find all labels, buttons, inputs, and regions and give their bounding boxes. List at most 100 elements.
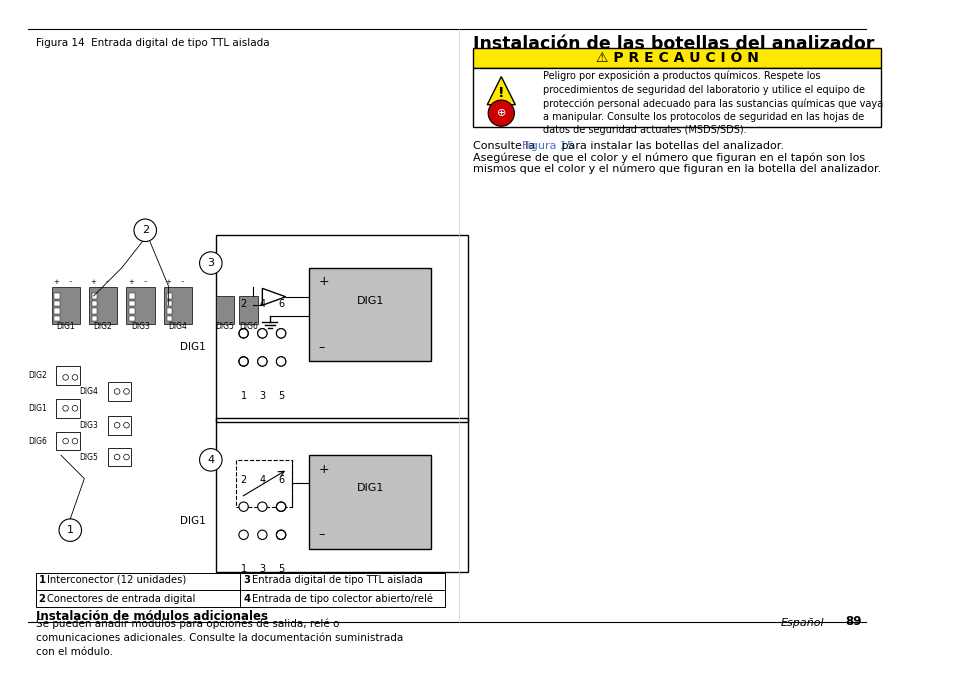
Text: Se pueden añadir módulos para opciones de salida, relé o
comunicaciones adiciona: Se pueden añadir módulos para opciones d… (35, 618, 402, 657)
Circle shape (257, 530, 267, 540)
Text: DIG2: DIG2 (28, 371, 47, 380)
Text: 1: 1 (240, 564, 247, 574)
Circle shape (276, 530, 286, 540)
Bar (54, 308, 60, 314)
Bar (215, 296, 234, 324)
Text: Español: Español (781, 618, 823, 629)
Text: 2: 2 (240, 299, 247, 309)
Text: Conectores de entrada digital: Conectores de entrada digital (47, 594, 195, 604)
Bar (236, 460, 292, 507)
Bar (167, 316, 172, 321)
Circle shape (276, 328, 286, 338)
Bar (473, 68, 880, 127)
Text: Asegúrese de que el color y el número que figuran en el tapón son los: Asegúrese de que el color y el número qu… (473, 153, 864, 163)
Bar (54, 316, 60, 321)
Bar (130, 308, 134, 314)
Text: Figura 15: Figura 15 (521, 141, 573, 151)
Circle shape (257, 357, 267, 366)
Circle shape (199, 252, 222, 275)
Text: +: + (91, 279, 96, 285)
Text: 3: 3 (207, 258, 214, 268)
Text: DIG1: DIG1 (28, 404, 47, 413)
Bar (130, 316, 134, 321)
Text: para instalar las botellas del analizador.: para instalar las botellas del analizado… (558, 141, 783, 151)
Text: Peligro por exposición a productos químicos. Respete los
procedimientos de segur: Peligro por exposición a productos quími… (543, 71, 882, 135)
Text: DIG6: DIG6 (238, 322, 257, 330)
Text: mismos que el color y el número que figuran en la botella del analizador.: mismos que el color y el número que figu… (473, 164, 881, 174)
Text: –: – (318, 341, 324, 354)
Text: 5: 5 (277, 391, 284, 401)
Text: DIG3: DIG3 (79, 421, 98, 429)
Bar (309, 268, 431, 361)
Text: DIG4: DIG4 (169, 322, 187, 330)
Text: –: – (181, 279, 184, 285)
Bar (91, 308, 97, 314)
Bar (108, 448, 132, 466)
Bar (473, 48, 880, 68)
Text: DIG1: DIG1 (180, 343, 206, 353)
Text: 1: 1 (38, 575, 46, 585)
Text: Entrada de tipo colector abierto/relé: Entrada de tipo colector abierto/relé (252, 594, 432, 604)
Bar (167, 308, 172, 314)
Bar (238, 296, 257, 324)
Text: DIG1: DIG1 (356, 295, 383, 306)
Text: –: – (143, 279, 147, 285)
Text: 6: 6 (277, 475, 284, 485)
Bar (167, 293, 172, 299)
Text: –: – (106, 279, 110, 285)
Text: 2: 2 (38, 594, 45, 604)
Bar (89, 287, 117, 324)
Text: 4: 4 (259, 299, 265, 309)
Bar (56, 399, 79, 418)
Text: DIG1: DIG1 (356, 483, 383, 493)
Circle shape (276, 357, 286, 366)
Polygon shape (487, 77, 515, 105)
Text: +: + (318, 463, 329, 476)
Text: 4: 4 (259, 475, 265, 485)
Text: DIG6: DIG6 (28, 437, 47, 446)
Bar (51, 287, 79, 324)
Bar (167, 301, 172, 306)
Text: 4: 4 (243, 594, 250, 604)
Text: 1: 1 (67, 525, 73, 535)
Circle shape (133, 219, 156, 242)
Bar (91, 316, 97, 321)
Text: Instalación de módulos adicionales: Instalación de módulos adicionales (35, 610, 268, 623)
Text: DIG5: DIG5 (79, 452, 98, 462)
Bar (91, 293, 97, 299)
Text: 1: 1 (240, 391, 247, 401)
Text: Instalación de las botellas del analizador: Instalación de las botellas del analizad… (473, 36, 874, 53)
Bar (56, 366, 79, 385)
Text: 5: 5 (277, 564, 284, 574)
Bar (215, 235, 468, 423)
Text: Entrada digital de tipo TTL aislada: Entrada digital de tipo TTL aislada (252, 575, 422, 585)
Circle shape (257, 328, 267, 338)
Bar (130, 301, 134, 306)
Text: 3: 3 (259, 564, 265, 574)
Text: ⊕: ⊕ (497, 108, 505, 118)
Text: DIG1: DIG1 (180, 516, 206, 526)
Text: DIG2: DIG2 (93, 322, 112, 330)
Text: ⚠ P R E C A U C I Ó N: ⚠ P R E C A U C I Ó N (595, 51, 758, 65)
Bar (108, 382, 132, 401)
Bar (56, 432, 79, 450)
Circle shape (238, 530, 248, 540)
Text: +: + (128, 279, 134, 285)
Text: Consulte la: Consulte la (473, 141, 538, 151)
Circle shape (238, 502, 248, 511)
Bar (215, 418, 468, 572)
Bar (91, 301, 97, 306)
Text: –: – (318, 528, 324, 541)
Bar (54, 293, 60, 299)
Text: +: + (53, 279, 59, 285)
Text: DIG4: DIG4 (79, 387, 98, 396)
Circle shape (276, 502, 286, 511)
Text: DIG3: DIG3 (131, 322, 150, 330)
Text: 4: 4 (207, 455, 214, 465)
Text: 3: 3 (259, 391, 265, 401)
Bar (108, 416, 132, 435)
Text: 2: 2 (141, 225, 149, 236)
Text: Interconector (12 unidades): Interconector (12 unidades) (47, 575, 186, 585)
Text: DIG1: DIG1 (56, 322, 75, 330)
Circle shape (199, 449, 222, 471)
